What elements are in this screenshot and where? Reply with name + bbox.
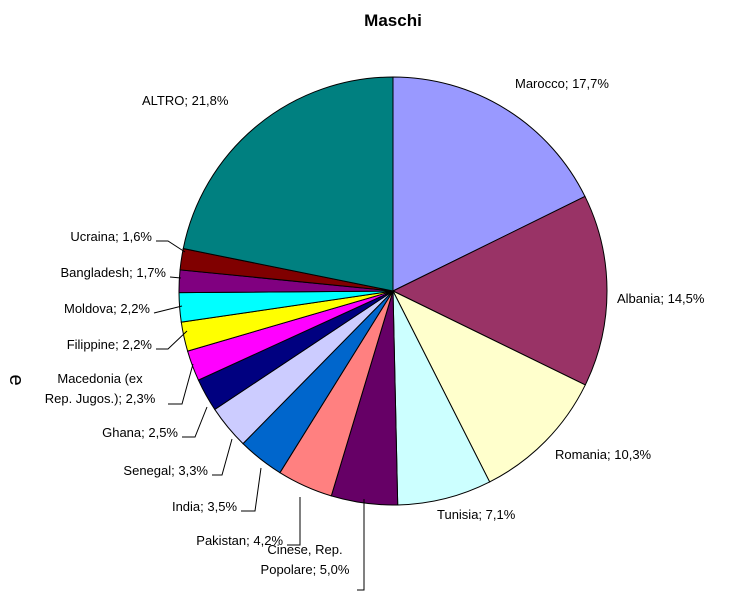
data-label-line: Albania; 14,5% — [617, 291, 705, 306]
pie-slice — [391, 195, 608, 386]
data-label-line: Cinese, Rep. — [267, 542, 342, 557]
data-label-line: Senegal; 3,3% — [123, 463, 208, 478]
data-label-line: ALTRO; 21,8% — [142, 93, 229, 108]
data-label: Filippine; 2,2% — [67, 337, 153, 352]
data-label: Moldova; 2,2% — [64, 301, 150, 316]
data-label: Senegal; 3,3% — [123, 463, 208, 478]
data-label-line: Macedonia (ex — [57, 371, 143, 386]
leader-line — [156, 240, 186, 253]
data-label-line: Tunisia; 7,1% — [437, 507, 516, 522]
leader-line — [357, 499, 365, 591]
leader-line — [241, 467, 262, 512]
data-label-line: Ghana; 2,5% — [102, 425, 178, 440]
data-label-line: Pakistan; 4,2% — [196, 533, 283, 548]
data-label-line: Ucraina; 1,6% — [70, 229, 152, 244]
data-label: Pakistan; 4,2% — [196, 533, 283, 548]
data-label: Romania; 10,3% — [555, 447, 652, 462]
data-label-line: Rep. Jugos.); 2,3% — [45, 391, 156, 406]
cut-off-text: e — [5, 374, 27, 385]
leader-line — [156, 330, 188, 350]
pie-slice — [392, 76, 586, 292]
data-label: Macedonia (ex Rep. Jugos.); 2,3% — [45, 371, 156, 406]
data-label: Ucraina; 1,6% — [70, 229, 152, 244]
leader-line — [168, 363, 194, 405]
data-label: Albania; 14,5% — [617, 291, 705, 306]
data-label: ALTRO; 21,8% — [142, 93, 229, 108]
leader-line — [212, 438, 233, 476]
leader-line — [169, 276, 182, 279]
chart-title: Maschi — [364, 11, 422, 30]
data-label: Ghana; 2,5% — [102, 425, 178, 440]
leader-line — [153, 305, 183, 314]
data-label: Cinese, Rep. Popolare; 5,0% — [261, 542, 350, 577]
data-label-line: Bangladesh; 1,7% — [60, 265, 166, 280]
data-label-line: Marocco; 17,7% — [515, 76, 609, 91]
data-label: Marocco; 17,7% — [515, 76, 609, 91]
data-label-line: Moldova; 2,2% — [64, 301, 150, 316]
data-label-line: Filippine; 2,2% — [67, 337, 153, 352]
data-label-line: Romania; 10,3% — [555, 447, 652, 462]
data-label-line: India; 3,5% — [172, 499, 237, 514]
pie-slice — [391, 289, 586, 483]
data-label: Bangladesh; 1,7% — [60, 265, 166, 280]
data-label: India; 3,5% — [172, 499, 237, 514]
leader-line — [287, 497, 301, 546]
data-label: Tunisia; 7,1% — [437, 507, 516, 522]
data-label-line: Popolare; 5,0% — [261, 562, 350, 577]
leader-line — [182, 406, 208, 438]
pie-slice — [182, 76, 394, 292]
